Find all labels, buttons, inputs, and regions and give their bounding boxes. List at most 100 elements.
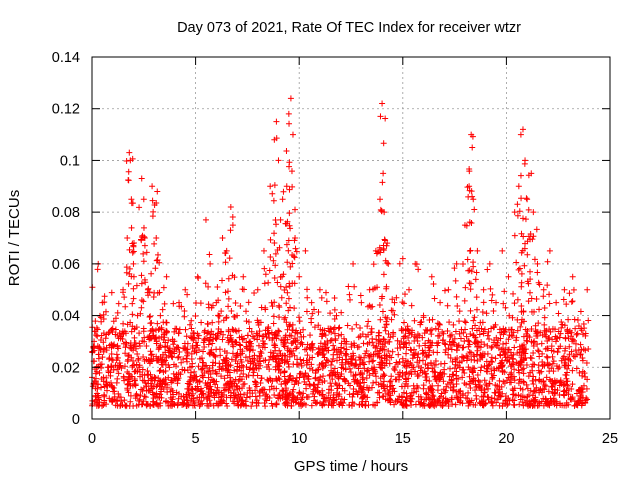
data-point-baseline <box>199 390 206 397</box>
data-point-baseline <box>187 321 194 328</box>
data-point-baseline <box>263 364 270 371</box>
data-point-cluster <box>219 277 226 284</box>
data-point-baseline <box>387 399 394 406</box>
data-point-baseline <box>246 393 253 400</box>
data-point-baseline <box>481 389 488 396</box>
data-point-baseline <box>579 357 586 364</box>
data-point-baseline <box>246 385 253 392</box>
data-point-baseline <box>305 393 312 400</box>
data-point-baseline <box>524 393 531 400</box>
data-point-baseline <box>416 357 423 364</box>
data-point <box>289 131 296 138</box>
data-point <box>296 273 303 280</box>
data-point-cluster <box>130 347 137 354</box>
data-point-baseline <box>252 379 259 386</box>
data-point <box>561 286 568 293</box>
data-point-baseline <box>218 397 225 404</box>
data-point-baseline <box>188 317 195 324</box>
data-point-cluster <box>466 280 473 287</box>
data-point-baseline <box>331 306 338 313</box>
data-point-cluster <box>525 206 532 213</box>
data-point-cluster <box>129 300 136 307</box>
data-point-baseline <box>115 390 122 397</box>
data-point-baseline <box>511 344 518 351</box>
data-point-cluster <box>515 266 522 273</box>
data-point-baseline <box>107 372 114 379</box>
data-point-baseline <box>435 339 442 346</box>
data-point-baseline <box>293 343 300 350</box>
data-point-baseline <box>223 314 230 321</box>
data-point-baseline <box>539 350 546 357</box>
data-point-baseline <box>529 377 536 384</box>
data-point-baseline <box>189 335 196 342</box>
data-point-cluster <box>146 314 153 321</box>
data-point-baseline <box>459 374 466 381</box>
data-point-baseline <box>523 361 530 368</box>
data-point-cluster <box>125 356 132 363</box>
data-point-baseline <box>466 380 473 387</box>
data-point-baseline <box>118 398 125 405</box>
data-point-baseline <box>225 366 232 373</box>
data-point-cluster <box>521 350 528 357</box>
data-point-baseline <box>183 401 190 408</box>
data-point-cluster <box>202 280 209 287</box>
data-point-baseline <box>147 313 154 320</box>
data-point-baseline <box>426 378 433 385</box>
data-point-cluster <box>514 201 521 208</box>
data-point-baseline <box>145 387 152 394</box>
data-point-baseline <box>366 372 373 379</box>
data-point-baseline <box>365 402 372 409</box>
data-point-baseline <box>573 365 580 372</box>
data-point-cluster <box>375 329 382 336</box>
data-point-baseline <box>506 397 513 404</box>
data-point-cluster <box>225 275 232 282</box>
data-point-cluster <box>296 318 303 325</box>
data-point-cluster <box>524 251 531 258</box>
data-point-baseline <box>520 318 527 325</box>
data-point-baseline <box>465 400 472 407</box>
data-point-baseline <box>443 383 450 390</box>
data-point-baseline <box>212 360 219 367</box>
data-point-cluster <box>171 346 178 353</box>
data-point-baseline <box>474 371 481 378</box>
data-point-baseline <box>205 368 212 375</box>
data-point-baseline <box>402 357 409 364</box>
x-tick-label: 0 <box>88 431 96 447</box>
data-point-baseline <box>487 285 494 292</box>
data-point-baseline <box>233 339 240 346</box>
data-point-baseline <box>223 394 230 401</box>
data-point-cluster <box>483 310 490 317</box>
data-point-baseline <box>393 294 400 301</box>
data-point <box>316 286 323 293</box>
data-point-cluster <box>383 318 390 325</box>
data-point-baseline <box>255 360 262 367</box>
data-point-cluster <box>308 341 315 348</box>
data-point-baseline <box>115 345 122 352</box>
data-point-cluster <box>477 356 484 363</box>
data-point-baseline <box>439 399 446 406</box>
data-point-baseline <box>474 347 481 354</box>
data-point-cluster <box>323 356 330 363</box>
data-point-cluster <box>413 261 420 268</box>
data-point-baseline <box>472 387 479 394</box>
data-point-baseline <box>546 402 553 409</box>
data-point <box>279 196 286 203</box>
data-point-cluster <box>521 262 528 269</box>
data-point-cluster <box>332 337 339 344</box>
data-point-baseline <box>454 303 461 310</box>
data-point-baseline <box>214 384 221 391</box>
data-point-baseline <box>248 328 255 335</box>
data-point-baseline <box>265 377 272 384</box>
data-point-cluster <box>152 265 159 272</box>
data-point-baseline <box>243 394 250 401</box>
data-point-baseline <box>489 402 496 409</box>
data-point-cluster <box>151 240 158 247</box>
data-point-cluster <box>125 168 132 175</box>
data-point-baseline <box>156 368 163 375</box>
data-point-baseline <box>220 331 227 338</box>
data-point-baseline <box>209 340 216 347</box>
data-point-baseline <box>280 388 287 395</box>
data-point <box>275 157 282 164</box>
data-point-cluster <box>254 336 261 343</box>
data-point-cluster <box>132 340 139 347</box>
